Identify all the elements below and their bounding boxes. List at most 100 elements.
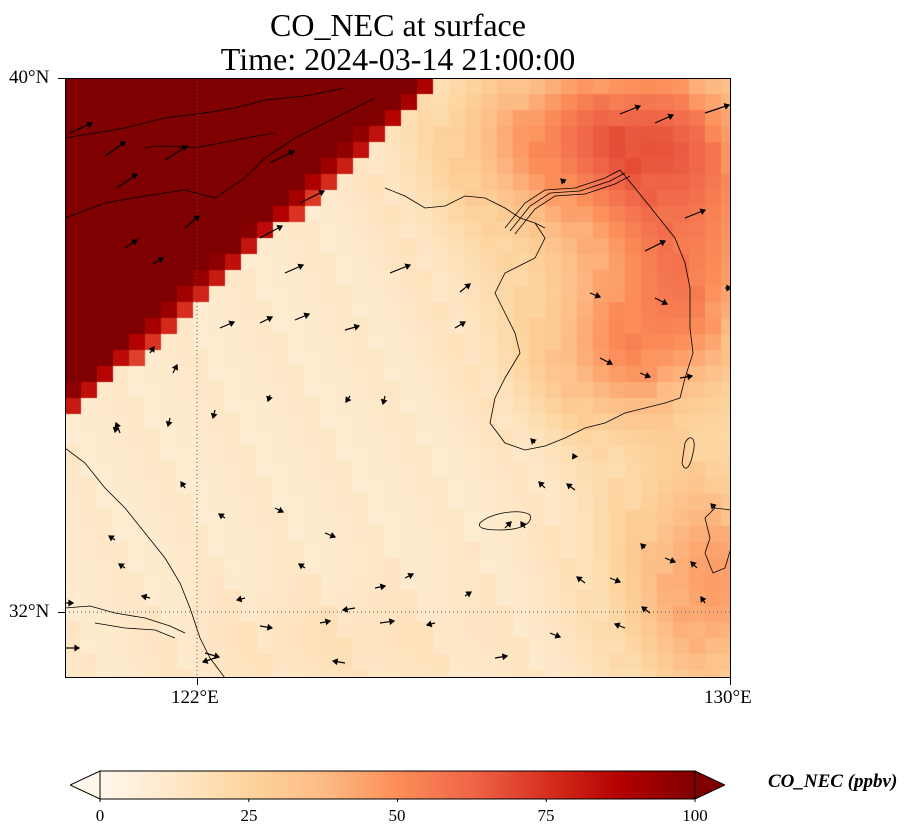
wind-arrow-head (213, 652, 221, 660)
co-concentration-field (65, 78, 731, 678)
wind-arrow-head (193, 215, 200, 222)
wind-arrow-head (131, 239, 138, 246)
wind-arrow-head (266, 623, 274, 631)
wind-arrow-head (560, 178, 567, 185)
map-overlay (65, 78, 731, 678)
wind-arrow-head (210, 412, 218, 420)
lat-tick-32n (58, 612, 65, 613)
wind-arrow-head (228, 320, 236, 327)
wind-arrow-head (501, 653, 509, 661)
wind-arrow-head (218, 513, 225, 520)
wind-arrow-head (74, 644, 81, 652)
wind-arrow-head (554, 632, 562, 639)
wind-arrow-head (171, 363, 179, 371)
wind-arrow-head (112, 426, 120, 434)
wind-arrow-head (235, 595, 243, 603)
wind-arrow-head (404, 263, 412, 270)
wind-arrow-head (465, 591, 472, 598)
wind-arrow-head (131, 173, 138, 180)
wind-arrow-head (114, 421, 121, 429)
lon-tick-122e (197, 678, 198, 685)
wind-arrow-head (505, 521, 512, 528)
colorbar-extend-high (694, 770, 727, 800)
wind-arrow-head (726, 284, 731, 292)
wind-arrow-head (661, 298, 669, 306)
lat-tick-40n (58, 78, 65, 79)
map-subtitle-time: Time: 2024-03-14 21:00:00 (220, 41, 576, 77)
lon-tick-130e (730, 678, 731, 685)
wind-arrow-head (379, 583, 387, 591)
wind-arrow-head (659, 239, 667, 247)
wind-arrow-head (345, 396, 352, 403)
wind-arrow-head (699, 208, 707, 215)
wind-arrow-head (613, 622, 621, 629)
wind-arrow-head (165, 420, 173, 428)
wind-arrow-head (341, 605, 349, 613)
wind-arrow-head (723, 103, 731, 110)
wind-arrow-head (530, 438, 537, 445)
colorbar-extend-low (68, 770, 101, 800)
wind-arrow-head (331, 658, 339, 666)
wind-arrow-head (576, 576, 583, 583)
wind-arrow-head (68, 599, 75, 607)
wind-arrow-head (667, 113, 675, 121)
wind-arrow-head (594, 292, 602, 299)
colorbar-tick-50: 50 (388, 806, 406, 825)
wind-arrow-head (614, 577, 622, 584)
wind-arrow-head (108, 535, 115, 542)
wind-vectors (65, 103, 731, 666)
wind-arrow-head (690, 561, 697, 568)
wind-arrow-head (644, 372, 652, 379)
colorbar-gradient (100, 771, 695, 799)
coastlines (65, 87, 731, 678)
wind-arrow-head (353, 323, 361, 331)
wind-arrow-head (459, 321, 467, 328)
wind-arrow-head (298, 563, 305, 570)
wind-arrow-head (157, 257, 165, 264)
wind-arrow-head (538, 481, 545, 488)
lat-label-32n: 32°N (9, 601, 50, 622)
colorbar-tick-0: 0 (95, 806, 105, 825)
wind-arrow-head (634, 104, 642, 111)
wind-arrow-head (640, 543, 647, 550)
lon-label-122e: 122°E (171, 687, 219, 708)
wind-arrow-head (140, 593, 148, 601)
wind-arrow-head (324, 618, 332, 626)
wind-arrow-head (571, 452, 579, 460)
wind-arrow-head (181, 145, 188, 152)
colorbar-title: CO_NEC (ppbv) (768, 771, 898, 792)
graticule (65, 78, 731, 678)
lat-label-40n: 40°N (9, 67, 50, 88)
wind-arrow-head (388, 618, 396, 626)
wind-arrow-head (710, 503, 717, 510)
wind-arrow-head (303, 312, 311, 319)
wind-arrow-head (606, 358, 614, 366)
map-title: CO_NEC at surface (270, 7, 526, 43)
colorbar (68, 768, 727, 804)
wind-arrow-head (686, 373, 694, 381)
wind-arrow-head (297, 263, 305, 271)
wind-arrow-head (86, 121, 94, 129)
colorbar-tick-100: 100 (682, 806, 708, 825)
wind-arrow-head (641, 606, 648, 613)
wind-arrow-head (669, 557, 677, 564)
lon-label-130e: 130°E (704, 687, 752, 708)
colorbar-tick-75: 75 (537, 806, 555, 825)
wind-arrow-head (566, 483, 573, 490)
wind-arrow-head (119, 141, 126, 148)
colorbar-tick-25: 25 (240, 806, 258, 825)
wind-arrow-head (464, 283, 471, 290)
wind-arrow-head (148, 346, 155, 353)
wind-arrow-head (266, 395, 273, 403)
wind-arrow-head (318, 189, 326, 197)
map-plot-area (65, 78, 731, 678)
wind-arrow-head (380, 398, 388, 406)
wind-arrow-head (700, 596, 707, 603)
wind-arrow-head (520, 521, 527, 528)
wind-arrow-head (266, 315, 274, 323)
wind-arrow-head (407, 572, 415, 580)
wind-arrow-head (180, 481, 187, 488)
wind-arrow-head (276, 225, 284, 232)
wind-arrow-head (425, 620, 433, 628)
wind-arrow-head (201, 657, 209, 664)
